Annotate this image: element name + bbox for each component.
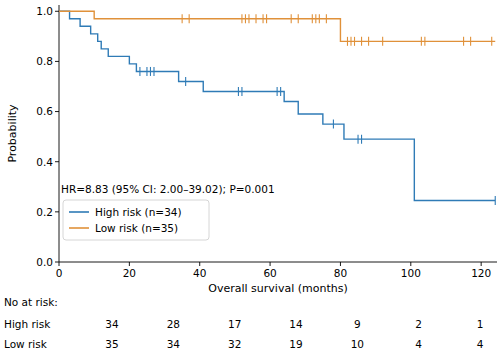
- y-tick-label: 1.0: [36, 5, 53, 17]
- x-tick: [410, 262, 411, 266]
- risk-count: 14: [289, 318, 303, 330]
- x-tick: [199, 262, 200, 266]
- risk-count: 4: [415, 338, 422, 350]
- risk-table-title: No at risk:: [4, 296, 58, 308]
- x-tick: [270, 262, 271, 266]
- y-tick: [55, 61, 59, 62]
- legend-box: [63, 200, 209, 240]
- censor-mark: [350, 37, 351, 46]
- y-tick: [55, 262, 59, 263]
- risk-count: 32: [228, 338, 241, 350]
- censor-mark: [354, 37, 355, 46]
- censor-mark: [495, 196, 496, 205]
- survival-curve: [59, 11, 495, 200]
- legend-swatch: [69, 227, 89, 229]
- y-axis-line: [59, 5, 60, 262]
- censor-mark: [333, 120, 334, 129]
- risk-count: 35: [105, 338, 118, 350]
- risk-count: 10: [351, 338, 364, 350]
- x-tick-label: 20: [123, 267, 136, 279]
- risk-row-label: Low risk: [4, 338, 48, 350]
- censor-mark: [241, 87, 242, 96]
- censor-mark: [361, 135, 362, 144]
- censor-mark: [470, 37, 471, 46]
- censor-mark: [298, 14, 299, 23]
- y-axis-label: Probability: [6, 104, 19, 163]
- censor-mark: [291, 14, 292, 23]
- y-tick-label: 0.4: [36, 156, 53, 168]
- legend-label: Low risk (n=35): [95, 222, 178, 234]
- risk-count: 4: [477, 338, 484, 350]
- plot-area: [59, 11, 495, 205]
- risk-count: 17: [228, 318, 241, 330]
- x-tick-label: 60: [263, 267, 276, 279]
- risk-table: No at risk: High risk 34 28 17 14 9 2 1 Low risk 3…: [4, 296, 484, 350]
- censor-mark: [315, 14, 316, 23]
- x-tick-label: 0: [56, 267, 63, 279]
- censor-mark: [182, 14, 183, 23]
- risk-count: 34: [105, 318, 119, 330]
- x-tick: [340, 262, 341, 266]
- y-tick: [55, 161, 59, 162]
- risk-count: 2: [415, 318, 422, 330]
- y-tick-label: 0.0: [36, 256, 53, 268]
- annotation: HR=8.83 (95% CI: 2.00–39.02); P=0.001: [61, 183, 275, 195]
- x-tick: [59, 262, 60, 266]
- censor-mark: [319, 14, 320, 23]
- x-tick: [481, 262, 482, 266]
- censor-mark: [146, 67, 147, 76]
- risk-count: 28: [167, 318, 180, 330]
- chart: 0 20 40 60 80 100 120 0.0 0.2 0.4 0.6 0.8 1.0 Overall…: [0, 0, 500, 354]
- censor-mark: [424, 37, 425, 46]
- censor-mark: [150, 67, 151, 76]
- censor-mark: [357, 135, 358, 144]
- y-tick-label: 0.2: [36, 206, 53, 218]
- legend-swatch: [69, 211, 89, 213]
- x-tick-label: 80: [334, 267, 347, 279]
- risk-row-label: High risk: [4, 318, 51, 330]
- censor-mark: [185, 77, 186, 86]
- censor-mark: [255, 14, 256, 23]
- censor-mark: [326, 14, 327, 23]
- legend: High risk (n=34) Low risk (n=35): [63, 200, 209, 240]
- censor-mark: [280, 87, 281, 96]
- x-tick-label: 120: [471, 267, 491, 279]
- censor-mark: [266, 14, 267, 23]
- y-tick-label: 0.8: [36, 55, 53, 67]
- risk-count: 19: [289, 338, 302, 350]
- survival-curve: [59, 11, 495, 41]
- censor-mark: [368, 37, 369, 46]
- censor-mark: [277, 87, 278, 96]
- censor-mark: [491, 37, 492, 46]
- censor-mark: [238, 87, 239, 96]
- censor-mark: [248, 14, 249, 23]
- legend-label: High risk (n=34): [95, 206, 182, 218]
- censor-mark: [241, 14, 242, 23]
- censor-mark: [262, 14, 263, 23]
- y-tick: [55, 111, 59, 112]
- x-tick-label: 40: [193, 267, 206, 279]
- censor-mark: [312, 14, 313, 23]
- censor-mark: [361, 37, 362, 46]
- risk-count: 1: [477, 318, 484, 330]
- censor-mark: [245, 14, 246, 23]
- censor-mark: [189, 14, 190, 23]
- y-tick: [55, 211, 59, 212]
- x-tick-label: 100: [401, 267, 421, 279]
- censor-mark: [463, 37, 464, 46]
- censor-mark: [382, 37, 383, 46]
- censor-mark: [139, 67, 140, 76]
- risk-count: 34: [167, 338, 181, 350]
- censor-mark: [347, 37, 348, 46]
- x-axis-label: Overall survival (months): [208, 282, 347, 295]
- censor-mark: [153, 67, 154, 76]
- y-tick-label: 0.6: [36, 105, 53, 117]
- x-axis-line: [59, 262, 497, 263]
- y-tick: [55, 11, 59, 12]
- censor-mark: [421, 37, 422, 46]
- risk-count: 9: [354, 318, 361, 330]
- x-tick: [129, 262, 130, 266]
